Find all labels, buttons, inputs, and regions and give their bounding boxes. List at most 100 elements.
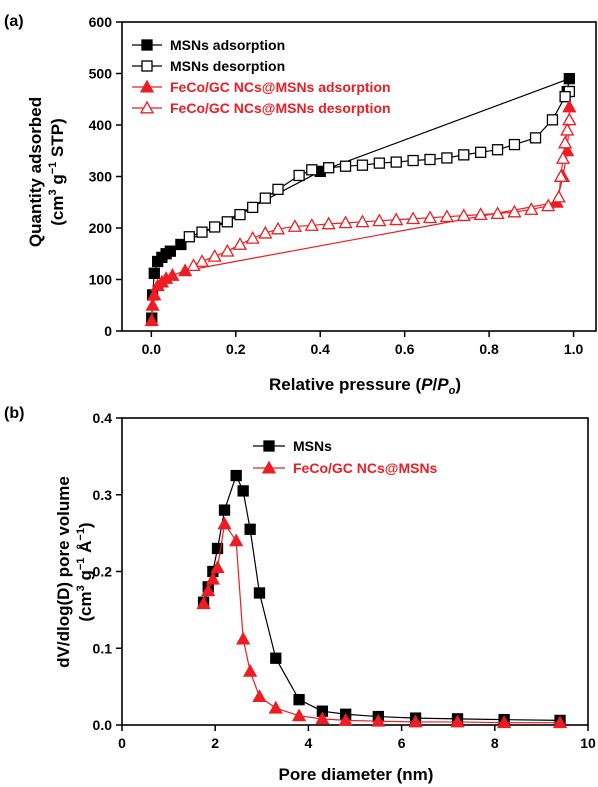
x-tick-label: 2 xyxy=(211,735,219,751)
panel-a-legend: MSNs adsorption MSNs desorption FeCo/GC NC… xyxy=(132,37,391,116)
panel-a-y-axis-title-line2: (cm3 g−1 STP) xyxy=(47,118,67,225)
x-tick-label: 0.2 xyxy=(226,341,246,357)
legend-marker xyxy=(261,460,277,474)
panel-a-y-axis-title-line1: Quantity adsorbed xyxy=(26,97,45,247)
panel-b-x-axis-title: Pore diameter (nm) xyxy=(279,765,434,784)
data-point xyxy=(268,700,283,714)
legend-label: FeCo/GC NCs@MSNs adsorption xyxy=(170,79,391,95)
legend-marker xyxy=(139,79,155,93)
data-point xyxy=(270,221,286,235)
series-line xyxy=(202,522,561,724)
data-point xyxy=(562,99,577,113)
data-point xyxy=(558,135,573,149)
legend-marker xyxy=(263,440,275,452)
data-point xyxy=(247,201,259,214)
data-point xyxy=(147,287,162,301)
y-tick-label: 400 xyxy=(89,117,113,133)
data-point xyxy=(524,202,539,215)
data-point xyxy=(355,214,370,228)
data-point xyxy=(338,713,353,726)
legend-marker xyxy=(141,39,153,51)
data-point xyxy=(356,159,369,171)
data-point xyxy=(164,245,176,257)
y-tick-label: 0.4 xyxy=(93,410,113,426)
data-point xyxy=(148,267,160,279)
data-point xyxy=(306,164,318,176)
x-tick-label: 0 xyxy=(118,735,126,751)
data-point xyxy=(560,122,575,136)
data-point xyxy=(245,230,260,244)
data-point xyxy=(234,208,246,221)
data-point xyxy=(220,243,235,257)
data-point xyxy=(315,711,330,725)
data-point xyxy=(291,708,307,722)
data-point xyxy=(339,160,352,172)
data-point xyxy=(229,533,244,547)
panel-b-y-axis-title-line2: (cm3 g−1 Å−1) xyxy=(75,522,95,621)
x-tick-label: 6 xyxy=(398,735,406,751)
data-point xyxy=(186,258,201,272)
data-point xyxy=(196,596,211,610)
panel-b-axes: 0 2 4 6 8 10 0.0 0.1 0.2 0.3 0.4 xyxy=(93,410,596,751)
data-point xyxy=(144,313,159,327)
data-point xyxy=(441,152,453,164)
panel-b-pore-size-chart: (b) 0 2 4 6 8 10 0.0 0.1 0.2 0.3 0.4 MSNs FeCo/GC N… xyxy=(4,405,596,784)
data-point xyxy=(201,583,216,597)
data-point xyxy=(553,169,568,182)
data-point xyxy=(491,144,504,156)
data-point xyxy=(293,694,305,706)
data-point xyxy=(323,162,335,174)
legend-marker xyxy=(139,100,155,114)
legend-marker xyxy=(141,60,153,72)
x-tick-label: 0.0 xyxy=(142,341,162,357)
data-point xyxy=(407,154,419,167)
data-point xyxy=(258,225,273,239)
data-point xyxy=(450,714,465,728)
data-point xyxy=(253,587,266,599)
panel-b-marks xyxy=(196,469,568,729)
data-point xyxy=(546,114,559,126)
data-point xyxy=(293,169,305,182)
data-point xyxy=(145,297,160,311)
data-point xyxy=(209,221,221,233)
panel-a-y-axis-title: Quantity adsorbed (cm3 g−1 STP) xyxy=(26,97,67,247)
data-point xyxy=(424,153,436,166)
data-point xyxy=(490,206,505,220)
data-point xyxy=(232,237,248,250)
data-point xyxy=(237,485,249,497)
data-point xyxy=(458,149,470,161)
legend-label: FeCo/GC NCs@MSNs xyxy=(293,460,438,476)
data-point xyxy=(551,189,566,203)
data-point xyxy=(338,215,353,229)
x-tick-label: 0.4 xyxy=(310,341,330,357)
data-point xyxy=(408,714,423,728)
data-point xyxy=(456,208,471,222)
data-point xyxy=(236,631,251,645)
panel-b-y-axis-title-line1: dV/dlog(D) pore volume xyxy=(54,476,73,668)
data-point xyxy=(507,204,522,218)
data-point xyxy=(439,209,454,223)
x-tick-label: 1.0 xyxy=(564,341,584,357)
panel-a-label: (a) xyxy=(4,13,24,30)
x-tick-label: 4 xyxy=(305,735,313,751)
data-point xyxy=(207,248,222,262)
data-point xyxy=(211,542,224,555)
legend-label: FeCo/GC NCs@MSNs desorption xyxy=(170,100,391,116)
legend-label: MSNs adsorption xyxy=(170,37,285,53)
data-point xyxy=(175,238,187,251)
data-point xyxy=(552,715,568,729)
data-point xyxy=(559,91,571,103)
data-point xyxy=(218,504,231,516)
series-line xyxy=(151,106,570,321)
panel-b-label: (b) xyxy=(4,405,24,422)
y-tick-label: 0.3 xyxy=(93,487,113,503)
data-point xyxy=(230,469,242,482)
data-point xyxy=(304,218,319,231)
data-point xyxy=(259,192,271,204)
data-point xyxy=(529,132,542,144)
x-tick-label: 8 xyxy=(491,735,499,751)
data-point xyxy=(475,146,487,158)
data-point xyxy=(422,210,438,224)
data-point xyxy=(244,523,256,535)
